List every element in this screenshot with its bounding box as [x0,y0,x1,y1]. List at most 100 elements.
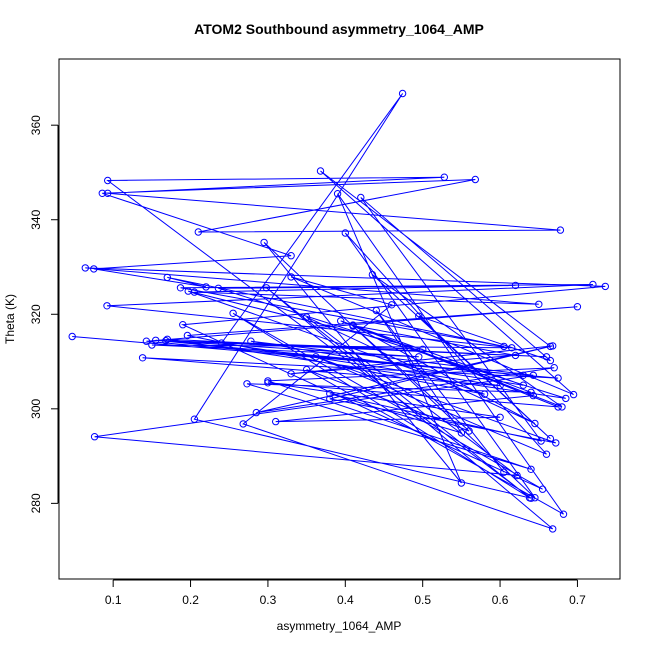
data-point [163,335,172,343]
data-point [312,353,320,361]
data-point [183,331,192,340]
data-point [272,417,280,426]
y-tick-label: 280 [29,493,43,513]
series-layer [68,89,609,533]
x-axis-label: asymmetry_1064_AMP [277,619,402,633]
data-point [542,450,551,458]
data-point [142,337,151,345]
data-point [229,309,237,317]
data-point [554,403,562,411]
data-point [558,403,566,411]
data-point [81,264,90,272]
data-point [562,394,570,403]
data-point [90,433,99,441]
data-point [398,89,407,98]
data-point [264,377,272,385]
data-point [550,364,558,372]
data-point [480,390,489,398]
chart-title: ATOM2 Southbound asymmetry_1064_AMP [194,21,484,37]
data-point [531,494,539,502]
data-point [419,345,427,353]
data-point [179,321,187,329]
data-point [519,381,527,389]
data-point [525,494,534,502]
data-point [556,226,565,234]
data-point [542,353,551,361]
data-point [176,284,185,292]
data-point [465,427,473,435]
data-point [569,390,578,399]
data-point [519,371,527,379]
y-tick-label: 300 [29,398,43,418]
data-point [537,437,545,445]
data-point [287,273,295,281]
data-point [552,439,560,447]
data-point [214,284,223,292]
x-tick-label: 0.7 [569,593,586,607]
data-point [337,317,345,325]
data-point [511,351,520,360]
data-point [103,302,111,310]
x-tick-label: 0.2 [182,593,199,607]
data-point [471,175,479,184]
data-point [138,354,147,362]
y-tick-label: 360 [29,115,43,135]
data-point [500,468,508,476]
plot-area-frame [58,58,621,580]
data-point [152,336,160,344]
data-point [546,434,555,443]
data-point [549,342,557,350]
data-point [239,420,247,428]
data-point [148,341,156,349]
data-point [104,176,112,185]
data-point [529,371,537,379]
data-point [372,306,380,315]
y-axis: 280 300 320 340 360 [29,115,59,513]
data-point [508,344,516,352]
data-point [546,356,555,365]
data-point [68,332,76,341]
data-point [98,189,107,198]
data-point [190,288,199,296]
data-point [302,313,311,321]
x-tick-label: 0.6 [492,593,509,607]
data-point [500,342,508,351]
data-point [190,415,199,423]
data-point [529,391,537,400]
x-tick-label: 0.3 [260,593,277,607]
data-point [535,300,543,308]
data-point [513,471,521,480]
data-point [349,321,357,329]
data-point [90,265,98,273]
y-tick-label: 320 [29,304,43,324]
x-tick-label: 0.5 [414,593,431,607]
data-point [333,190,342,198]
y-tick-label: 340 [29,209,43,229]
data-point [163,273,172,282]
data-point [287,252,295,260]
data-point [252,408,260,417]
data-point [589,280,597,289]
data-point [341,229,349,237]
data-point [104,189,112,198]
data-point [217,339,226,347]
data-point [538,485,547,493]
x-tick-label: 0.4 [337,593,354,607]
data-point [326,390,334,398]
data-point [287,370,295,378]
data-point [549,525,557,533]
data-point [415,353,423,361]
data-point [496,413,504,421]
data-point [415,312,423,320]
data-point [247,337,255,345]
data-point [559,510,568,518]
data-point [302,365,311,374]
data-point [194,228,203,236]
data-point [440,173,448,181]
x-axis: 0.1 0.2 0.3 0.4 0.5 0.6 0.7 [105,579,586,607]
data-point [260,238,268,247]
data-point [202,283,210,291]
data-point [162,337,170,345]
series-line [72,93,606,530]
